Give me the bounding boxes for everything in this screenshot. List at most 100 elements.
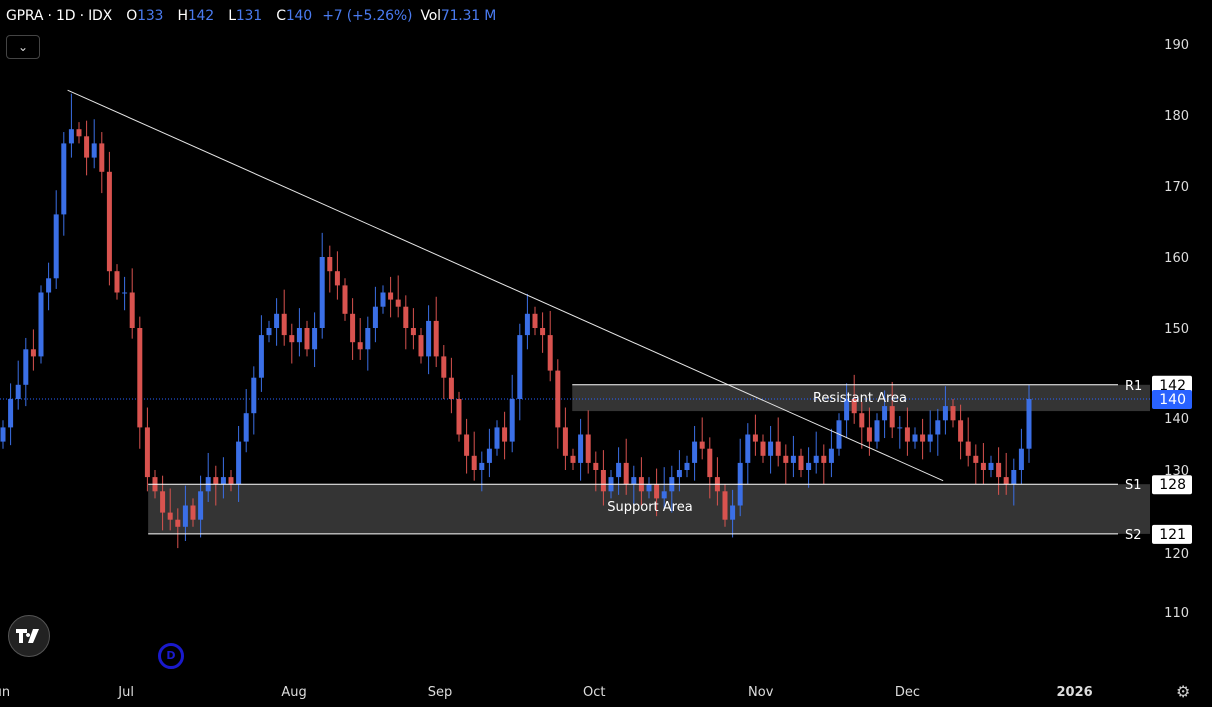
resistant-area-zone bbox=[572, 384, 1150, 412]
candle-down bbox=[99, 143, 105, 172]
candle-down bbox=[699, 441, 705, 449]
x-tick-label: Aug bbox=[281, 685, 306, 700]
candle-up bbox=[53, 214, 59, 279]
candle-up bbox=[988, 462, 994, 470]
candle-up bbox=[874, 420, 880, 442]
chevron-down-icon: ⌄ bbox=[17, 40, 29, 54]
support-area-label: Support Area bbox=[607, 500, 692, 515]
collapse-legend-button[interactable]: ⌄ bbox=[6, 35, 40, 59]
candle-up bbox=[23, 349, 29, 385]
y-tick-label: 110 bbox=[1164, 606, 1189, 621]
candle-up bbox=[122, 292, 128, 294]
candle-up bbox=[942, 406, 948, 421]
candle-up bbox=[768, 441, 774, 456]
candle-up bbox=[312, 328, 318, 350]
candle-down bbox=[821, 455, 827, 463]
price-badge-128 bbox=[1152, 475, 1192, 495]
trendline bbox=[67, 89, 944, 482]
candle-down bbox=[570, 455, 576, 463]
candle-down bbox=[980, 462, 986, 470]
candle-down bbox=[410, 328, 416, 336]
low-value: 131 bbox=[235, 8, 262, 24]
candle-up bbox=[319, 257, 325, 328]
candle-up bbox=[745, 434, 751, 463]
price-badge-label: 142 bbox=[1159, 378, 1186, 394]
change-value: +7 (+5.26%) bbox=[322, 8, 413, 24]
candle-down bbox=[441, 356, 447, 378]
candle-down bbox=[532, 313, 538, 328]
candle-up bbox=[1011, 470, 1017, 485]
candle-up bbox=[0, 427, 6, 442]
candle-down bbox=[228, 477, 234, 485]
candle-down bbox=[403, 306, 409, 328]
candle-up bbox=[790, 455, 796, 463]
candle-down bbox=[106, 171, 112, 272]
close-label: C bbox=[276, 8, 286, 24]
candle-down bbox=[175, 519, 181, 527]
y-tick-label: 190 bbox=[1164, 38, 1189, 53]
candle-up bbox=[1018, 448, 1024, 470]
candle-up bbox=[661, 491, 667, 499]
x-tick-label: Nov bbox=[748, 685, 774, 700]
separator: · bbox=[79, 8, 84, 24]
candle-up bbox=[296, 328, 302, 343]
candle-down bbox=[433, 320, 439, 357]
candle-up bbox=[882, 406, 888, 421]
separator: · bbox=[47, 8, 52, 24]
candle-down bbox=[502, 427, 508, 442]
candle-down bbox=[722, 491, 728, 520]
candle-down bbox=[342, 285, 348, 314]
candle-down bbox=[593, 462, 599, 470]
candle-down bbox=[76, 129, 82, 137]
y-tick-label: 160 bbox=[1164, 251, 1189, 266]
price-badge-140 bbox=[1152, 390, 1192, 409]
candle-down bbox=[137, 328, 143, 428]
low-label: L bbox=[228, 8, 236, 24]
price-badge-label: 140 bbox=[1159, 392, 1186, 408]
candle-up bbox=[365, 328, 371, 350]
tradingview-logo-icon[interactable] bbox=[8, 615, 50, 657]
candle-down bbox=[304, 328, 310, 350]
level-label-r1: R1 bbox=[1125, 379, 1142, 394]
dividend-marker-icon[interactable]: D bbox=[158, 643, 184, 669]
candle-up bbox=[828, 448, 834, 463]
candle-down bbox=[114, 271, 120, 293]
y-tick-label: 140 bbox=[1164, 412, 1189, 427]
candle-down bbox=[775, 441, 781, 456]
candle-down bbox=[160, 491, 166, 513]
candle-down bbox=[167, 512, 173, 520]
candle-up bbox=[8, 399, 14, 428]
candle-down bbox=[456, 399, 462, 435]
symbol-legend: GPRA · 1D · IDX O133 H142 L131 C140 +7 (… bbox=[6, 8, 496, 24]
candle-down bbox=[30, 349, 36, 357]
volume-value: 71.31 M bbox=[440, 8, 497, 24]
open-value: 133 bbox=[137, 8, 164, 24]
candle-down bbox=[600, 470, 606, 492]
candle-down bbox=[904, 427, 910, 442]
candle-up bbox=[274, 313, 280, 328]
candle-up bbox=[38, 292, 44, 357]
candle-down bbox=[866, 427, 872, 442]
y-tick-label: 150 bbox=[1164, 322, 1189, 337]
symbol-name[interactable]: GPRA bbox=[6, 8, 44, 24]
resistant-area-label: Resistant Area bbox=[813, 391, 907, 406]
candle-up bbox=[266, 328, 272, 336]
price-badge-121 bbox=[1152, 524, 1192, 544]
x-tick-label: Dec bbox=[895, 685, 920, 700]
candle-up bbox=[91, 143, 97, 158]
candle-down bbox=[190, 505, 196, 520]
candle-down bbox=[540, 328, 546, 336]
candle-down bbox=[958, 420, 964, 442]
candle-down bbox=[84, 136, 90, 158]
candle-up bbox=[236, 441, 242, 485]
level-label-s1: S1 bbox=[1125, 478, 1142, 493]
candle-up bbox=[927, 434, 933, 442]
candle-up bbox=[517, 335, 523, 399]
close-value: 140 bbox=[285, 8, 312, 24]
price-badge-label: 128 bbox=[1159, 477, 1186, 493]
settings-gear-icon[interactable]: ⚙ bbox=[1176, 682, 1191, 701]
candle-down bbox=[562, 427, 568, 456]
interval[interactable]: 1D bbox=[56, 8, 76, 24]
y-tick-label: 170 bbox=[1164, 180, 1189, 195]
